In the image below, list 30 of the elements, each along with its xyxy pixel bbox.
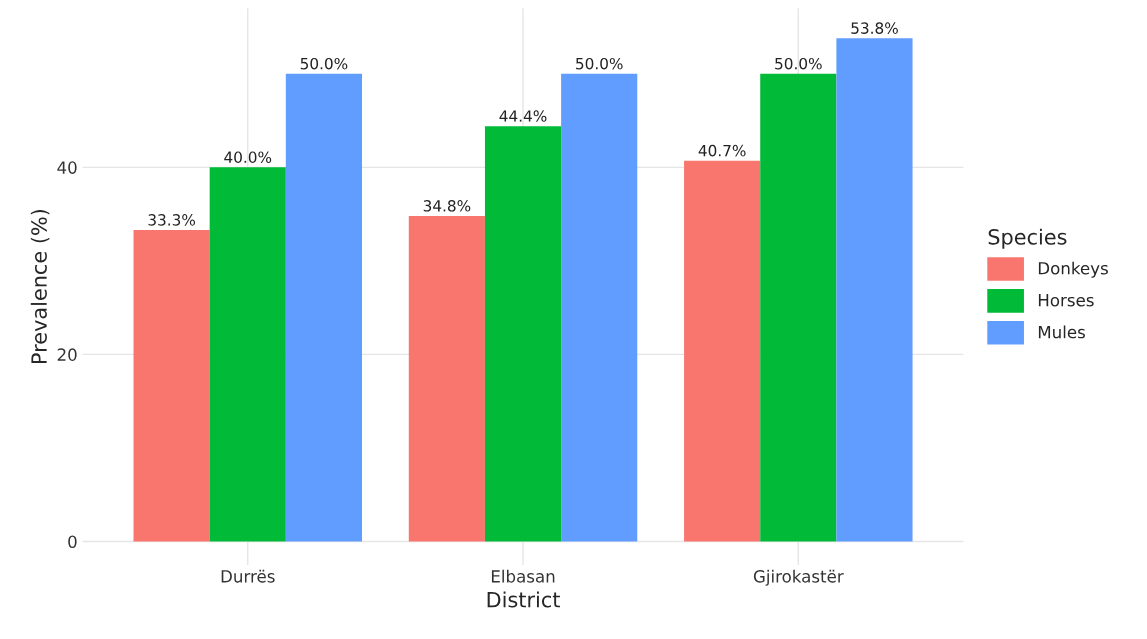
data-label: 53.8% (851, 22, 898, 34)
bar (836, 38, 913, 542)
y-tick-label: 20 (57, 348, 77, 361)
data-label: 44.4% (499, 110, 547, 122)
data-label: 50.0% (300, 57, 348, 70)
y-tick-label: 0 (68, 535, 77, 549)
legend-label: Donkeys (1038, 261, 1108, 278)
bar (561, 73, 638, 542)
data-label: 50.0% (775, 57, 822, 70)
y-tick-label: 40 (57, 161, 77, 174)
bar (684, 160, 761, 542)
x-tick-label: Elbasan (491, 569, 555, 583)
legend-label: Horses (1038, 294, 1094, 307)
legend-label: Mules (1038, 325, 1085, 339)
data-label: 40.7% (698, 144, 746, 157)
bar (209, 167, 286, 542)
bar (133, 230, 210, 542)
data-label: 33.3% (148, 214, 196, 226)
data-label: 34.8% (423, 200, 471, 212)
data-label: 40.0% (224, 151, 272, 163)
bar (760, 73, 837, 542)
x-tick-label: Gjirokastër (753, 569, 844, 586)
x-axis-title: District (487, 591, 560, 608)
data-label: 50.0% (576, 57, 623, 70)
legend-title: Species (988, 228, 1067, 249)
bar (484, 126, 562, 542)
bar (285, 73, 362, 542)
x-tick-label: Durrës (221, 569, 275, 583)
y-axis-title: Prevalence (%) (30, 209, 50, 364)
bar (408, 215, 485, 542)
